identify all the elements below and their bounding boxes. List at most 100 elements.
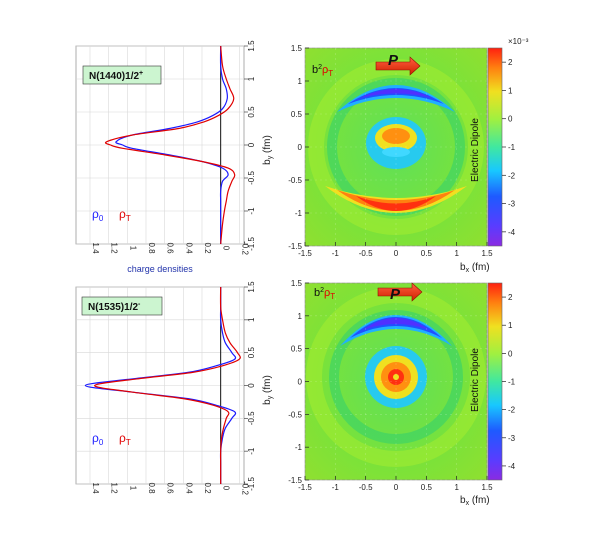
x-tick-label: 0.8: [147, 482, 156, 494]
colorbar: 2 1 0 -1 -2 -3 -4 ×10⁻³: [487, 37, 529, 247]
x-tick-label: 1.5: [481, 249, 493, 258]
colorbar-tick-label: -3: [508, 434, 516, 443]
x-axis-title: bx (fm): [460, 262, 490, 274]
x-tick-label: -1.5: [298, 483, 312, 492]
y-tick-label: -1.5: [288, 242, 302, 251]
colorbar-ticks: 2 1 0 -1 -2 -3 -4: [502, 293, 516, 471]
colorbar-exponent: ×10⁻³: [508, 37, 529, 46]
colorbar-tick-label: 2: [508, 293, 513, 302]
state-label-box: N(1440)1/2+: [82, 65, 162, 85]
curve-rhoT: [94, 286, 241, 484]
x-tick-label: 0.5: [421, 483, 433, 492]
state-label-box: N(1535)1/2-: [81, 296, 163, 316]
x-tick-label: 1.2: [110, 242, 119, 254]
y-tick-labels: 1.5 1 0.5 0 -0.5 -1 -1.5: [288, 279, 302, 485]
legend-rho0: ρ0: [92, 207, 104, 223]
colorbar-tick-label: -3: [508, 200, 516, 209]
curve-rho0: [84, 287, 237, 484]
y-tick-label: -0.5: [247, 171, 256, 185]
momentum-arrow: P: [377, 282, 423, 303]
x-tick-label: 0.2: [203, 242, 212, 254]
x-tick-label: 0.6: [166, 242, 175, 254]
x-tick-label: 0: [222, 486, 231, 491]
y-tick-label: -1: [295, 209, 303, 218]
x-tick-label: 0.5: [421, 249, 433, 258]
svg-text:N(1535)1/2-: N(1535)1/2-: [88, 301, 141, 313]
x-tick-label: -0.2: [240, 241, 249, 255]
curve-rhoT: [104, 45, 236, 245]
quantity-label: b2ρT: [312, 64, 333, 78]
colorbar-tick-label: -1: [508, 143, 516, 152]
y-tick-label: -1.5: [288, 476, 302, 485]
x-tick-label: 1: [454, 483, 459, 492]
x-tick-labels: 1.4 1.2 1 0.8 0.6 0.4 0.2 0 -0.2: [91, 241, 249, 255]
colorbar-gradient: [487, 282, 503, 481]
y-tick-label: 1: [247, 76, 256, 81]
colorbar-tick-label: -1: [508, 378, 516, 387]
momentum-arrow: P: [375, 52, 421, 76]
colorbar-tick-label: 0: [508, 349, 513, 358]
y-tick-label: 1.5: [291, 44, 303, 53]
y-tick-label: 1: [298, 77, 303, 86]
quantity-label: b2ρT: [314, 287, 335, 301]
svg-text:N(1440)1/2+: N(1440)1/2+: [89, 70, 143, 82]
colorbar-tick-label: 2: [508, 58, 513, 67]
colorbar-ticks: 2 1 0 -1 -2 -3 -4: [502, 58, 516, 237]
y-tick-label: -1: [247, 207, 256, 215]
line-panel-n1535: 1.4 1.2 1 0.8 0.6 0.4 0.2 0 -0.2 1.5 1 0.5 0 -0.5 -1 -…: [75, 281, 274, 495]
legend-rho0: ρ0: [92, 431, 104, 447]
y-tick-label: -1.5: [247, 477, 256, 491]
y-tick-label: 1.5: [291, 279, 303, 288]
x-tick-label: 0.8: [147, 242, 156, 254]
x-tick-label: 1.4: [91, 482, 100, 494]
y-tick-label: 0: [298, 378, 303, 387]
y-tick-label: 0: [298, 143, 303, 152]
curve-rho0: [115, 45, 229, 244]
colorbar-title: Electric Dipole: [470, 348, 481, 412]
y-tick-label: -1: [295, 443, 303, 452]
state-sup: +: [139, 70, 143, 77]
x-tick-label: -0.5: [359, 483, 373, 492]
x-tick-label: 1.5: [481, 483, 493, 492]
colorbar-tick-label: -2: [508, 171, 516, 180]
colorbar-tick-label: 1: [508, 86, 513, 95]
y-tick-label: 0: [247, 383, 256, 388]
heatmap-panel-n1535: -1.5 -1 -0.5 0 0.5 1 1.5 1.5 1 0.5 0 -0.5 -1 -1.5 b2…: [288, 279, 515, 507]
colorbar: 2 1 0 -1 -2 -3 -4: [487, 282, 516, 481]
y-axis-title: by (fm): [262, 135, 274, 165]
y-tick-label: 0.5: [247, 106, 256, 118]
y-tick-label: 1: [298, 312, 303, 321]
y-axis-title: by (fm): [262, 375, 274, 405]
y-tick-label: -0.5: [288, 176, 302, 185]
heatmap-gridlines: [304, 47, 488, 247]
y-tick-label: -0.5: [288, 410, 302, 419]
x-tick-label: 1.2: [110, 482, 119, 494]
y-tick-labels: 1.5 1 0.5 0 -0.5 -1 -1.5: [288, 44, 302, 251]
x-tick-label: -1.5: [298, 249, 312, 258]
y-tick-label: 1: [247, 317, 256, 322]
x-tick-labels: -1.5 -1 -0.5 0 0.5 1 1.5: [298, 483, 493, 492]
y-tick-labels: 1.5 1 0.5 0 -0.5 -1 -1.5: [247, 40, 256, 251]
y-tick-label: -1.5: [247, 237, 256, 251]
x-tick-label: -0.5: [359, 249, 373, 258]
x-tick-label: 0.4: [184, 242, 193, 254]
colorbar-title: Electric Dipole: [470, 118, 481, 182]
colorbar-tick-label: 0: [508, 115, 513, 124]
x-tick-label: 1: [128, 486, 137, 491]
density-curves: [104, 45, 236, 245]
x-tick-label: 0.2: [203, 482, 212, 494]
y-tick-label: 0.5: [291, 345, 303, 354]
colorbar-gradient: [487, 47, 503, 247]
x-tick-label: 0.6: [166, 482, 175, 494]
colorbar-tick-label: -2: [508, 406, 516, 415]
x-axis-title: bx (fm): [460, 495, 490, 507]
colorbar-tick-label: -4: [508, 228, 516, 237]
y-tick-label: 0.5: [291, 110, 303, 119]
y-tick-label: 1.5: [247, 40, 256, 52]
heatmap-panel-n1440: -1.5 -1 -0.5 0 0.5 1 1.5 1.5 1 0.5 0 -0.5 -1 -1.5 b2…: [288, 37, 529, 274]
colorbar-tick-label: -4: [508, 462, 516, 471]
x-tick-label: 1.4: [91, 242, 100, 254]
x-tick-label: 0: [394, 483, 399, 492]
line-panel-n1440: 1.4 1.2 1 0.8 0.6 0.4 0.2 0 -0.2 1.5 1 0.5 0 -0.5 -1 -…: [75, 40, 274, 274]
